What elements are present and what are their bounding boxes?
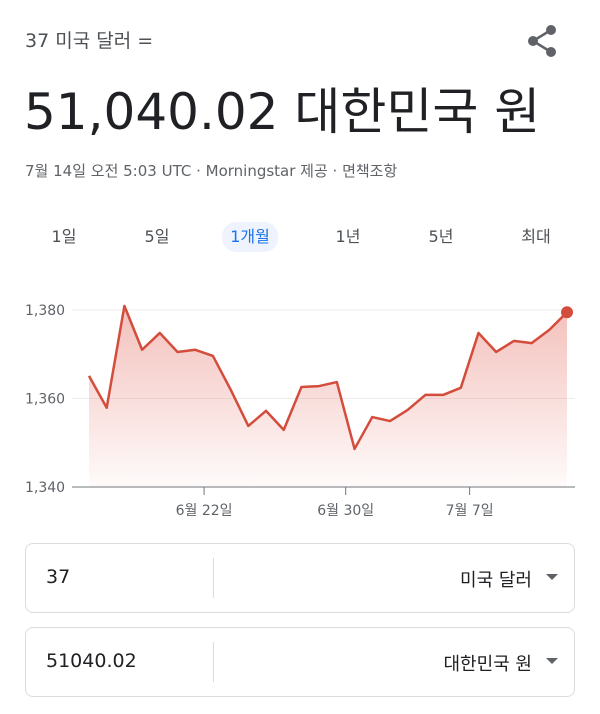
y-tick-label: 1,380: [25, 303, 65, 319]
range-tab[interactable]: 최대: [521, 227, 551, 246]
share-icon[interactable]: [526, 24, 560, 58]
range-tab[interactable]: 1개월: [222, 222, 278, 252]
range-tab[interactable]: 1년: [335, 227, 361, 246]
area: [89, 305, 567, 487]
from-amount[interactable]: 37: [46, 566, 71, 588]
range-tab[interactable]: 5년: [428, 227, 454, 246]
source: 7월 14일 오전 5:03 UTC · Morningstar 제공 · 면책…: [25, 162, 398, 180]
to-amount[interactable]: 51040.02: [46, 650, 137, 672]
result: 51,040.02 대한민국 원: [24, 83, 541, 141]
last-point: [561, 306, 573, 319]
x-tick-label: 6월 30일: [317, 503, 374, 519]
to-currency[interactable]: 대한민국 원: [443, 654, 532, 675]
x-tick-label: 7월 7일: [446, 503, 494, 519]
y-tick-label: 1,340: [25, 480, 65, 496]
separator: [213, 642, 214, 682]
dropdown-arrow[interactable]: [546, 574, 558, 580]
query: 37 미국 달러 =: [25, 30, 154, 52]
from-field[interactable]: 37 미국 달러: [25, 543, 575, 613]
from-currency[interactable]: 미국 달러: [460, 570, 532, 591]
to-field[interactable]: 51040.02 대한민국 원: [25, 627, 575, 697]
range-tab[interactable]: 1일: [51, 227, 77, 246]
line: [87, 304, 568, 451]
chart: 1,340 1,360 1,380 6월 22일 6월 30일 7월 7일: [25, 303, 575, 519]
separator: [213, 558, 214, 598]
y-tick-label: 1,360: [25, 391, 65, 407]
dropdown-arrow[interactable]: [546, 658, 558, 664]
x-tick-label: 6월 22일: [176, 503, 233, 519]
range-tab[interactable]: 5일: [144, 227, 170, 246]
